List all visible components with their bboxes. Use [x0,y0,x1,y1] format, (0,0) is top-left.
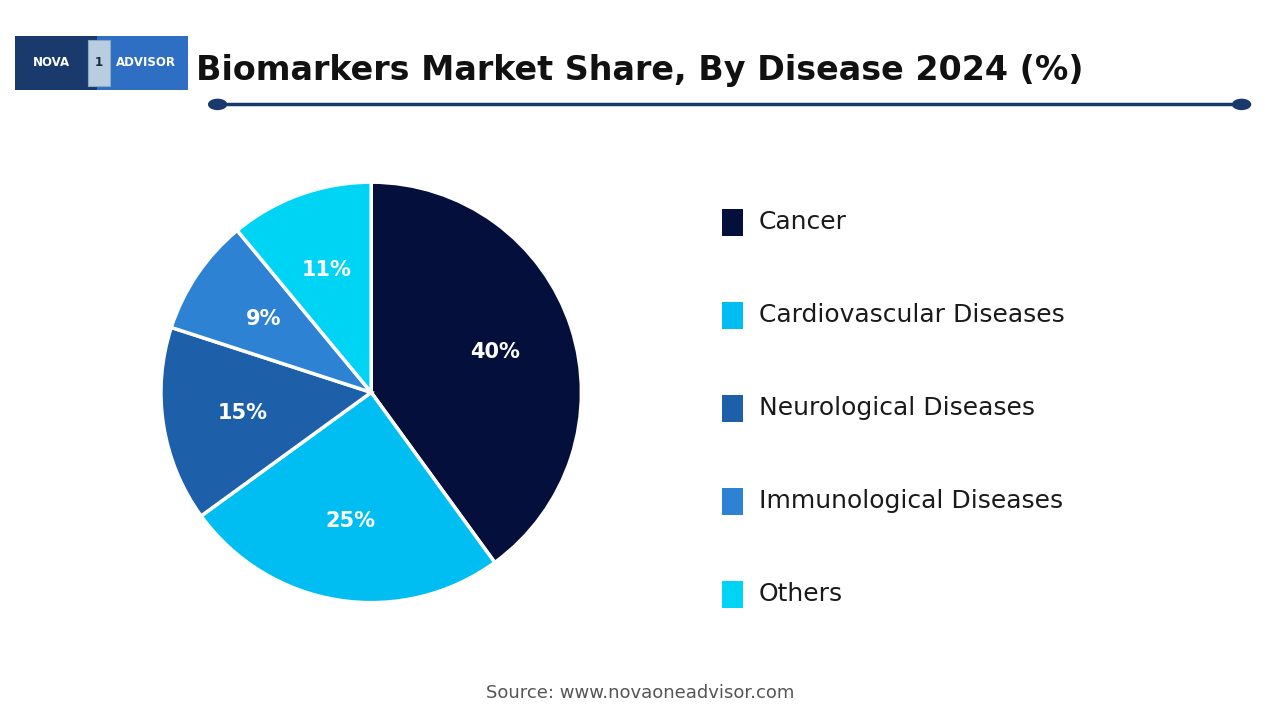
Text: 15%: 15% [218,402,268,423]
Bar [15,36,96,90]
Bar [96,36,188,90]
Wedge shape [237,182,371,392]
Text: NOVA: NOVA [33,56,70,70]
Text: 11%: 11% [302,260,352,280]
Text: Cancer: Cancer [759,210,847,234]
Text: ADVISOR: ADVISOR [115,56,175,70]
Text: Others: Others [759,582,844,606]
Bar [88,40,110,86]
Wedge shape [371,182,581,562]
Wedge shape [172,230,371,392]
Text: 25%: 25% [326,511,376,531]
Wedge shape [161,328,371,516]
Text: 9%: 9% [246,309,282,329]
Bar [722,488,742,515]
Text: 40%: 40% [470,342,520,362]
Bar [722,209,742,236]
Text: 1: 1 [95,56,104,70]
Text: Biomarkers Market Share, By Disease 2024 (%): Biomarkers Market Share, By Disease 2024… [196,54,1084,87]
Text: Source: www.novaoneadvisor.com: Source: www.novaoneadvisor.com [486,684,794,702]
Text: Cardiovascular Diseases: Cardiovascular Diseases [759,303,1065,328]
Bar [722,581,742,608]
Text: Immunological Diseases: Immunological Diseases [759,490,1064,513]
Bar [722,395,742,422]
Text: Neurological Diseases: Neurological Diseases [759,397,1036,420]
Bar [722,302,742,329]
Wedge shape [201,392,495,603]
